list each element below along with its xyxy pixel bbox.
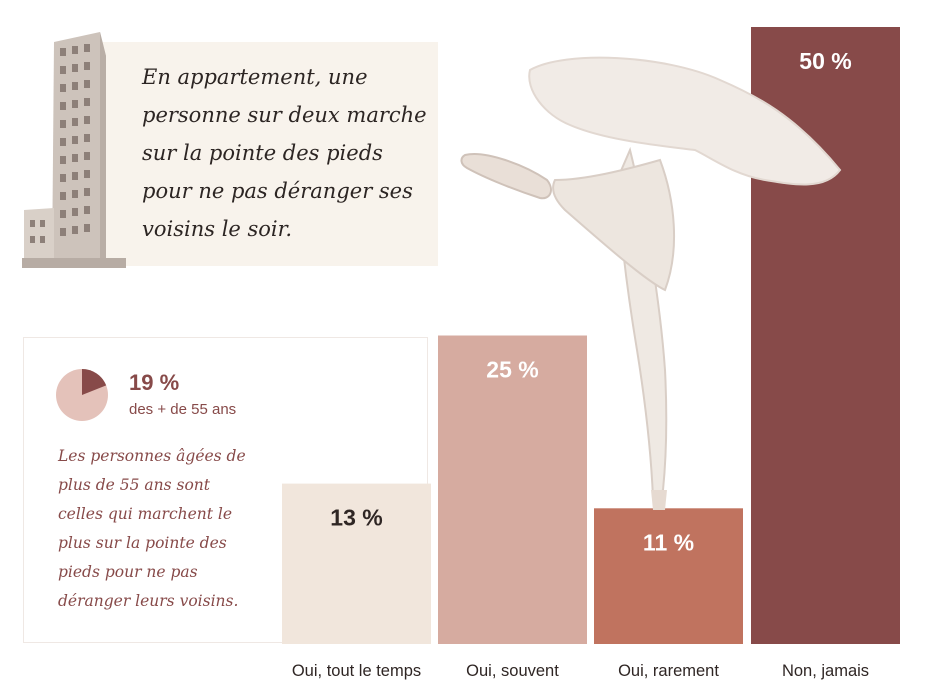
building-icon (22, 32, 126, 268)
info-line: pieds pour ne pas (58, 563, 198, 581)
bar-value-label: 11 % (643, 529, 694, 555)
info-line: plus de 55 ans sont (58, 476, 211, 494)
info-line: plus sur la pointe des (58, 534, 227, 552)
quote-line: voisins le soir. (142, 217, 293, 241)
bar-2 (438, 335, 587, 644)
pie-chart (56, 369, 108, 421)
category-label: Non, jamais (782, 662, 869, 680)
quote-line: En appartement, une (142, 65, 368, 89)
quote-text: En appartement, une personne sur deux ma… (142, 58, 432, 248)
info-line: celles qui marchent le (58, 505, 233, 523)
stat-label: des + de 55 ans (129, 401, 237, 418)
quote-box (96, 42, 438, 266)
category-label: Oui, tout le temps (292, 662, 421, 680)
info-line: déranger leurs voisins. (58, 592, 239, 610)
category-label: Oui, rarement (618, 662, 719, 680)
quote-line: sur la pointe des pieds (142, 141, 383, 165)
info-line: Les personnes âgées de (58, 447, 246, 465)
bar-3 (594, 508, 743, 644)
ballerina-icon (460, 56, 842, 510)
category-label: Oui, souvent (466, 662, 559, 680)
bar-value-label: 25 % (486, 357, 538, 383)
bar-value-label: 50 % (799, 48, 851, 74)
pie-slice (82, 369, 107, 395)
quote-line: pour ne pas déranger ses (142, 179, 413, 203)
stat-value: 19 % (129, 370, 180, 395)
bar-1 (282, 483, 431, 644)
info-text: Les personnes âgées de plus de 55 ans so… (58, 442, 268, 616)
bar-value-label: 13 % (330, 505, 382, 531)
quote-line: personne sur deux marche (142, 103, 427, 127)
